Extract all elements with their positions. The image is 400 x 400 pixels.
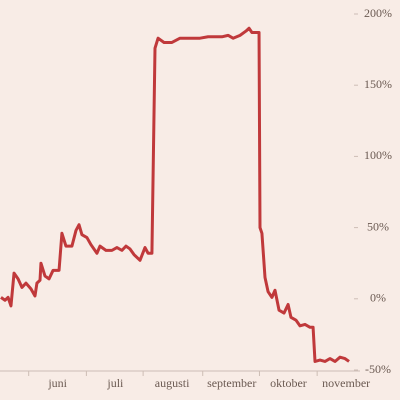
x-tick-label: oktober <box>270 376 307 390</box>
x-tick-label: juni <box>47 376 67 390</box>
line <box>0 26 350 363</box>
y-tick-label: -50% <box>365 362 391 376</box>
x-tick-label: augusti <box>155 376 190 390</box>
y-tick-label: 0% <box>370 291 386 305</box>
y-tick-label: 100% <box>364 148 392 162</box>
y-tick-label: 50% <box>367 219 389 233</box>
y-tick-label: 200% <box>364 6 392 20</box>
x-tick-label: september <box>207 376 256 390</box>
y-tick-label: 150% <box>364 77 392 91</box>
x-tick-label: juli <box>106 376 124 390</box>
x-tick-label: november <box>322 376 370 390</box>
